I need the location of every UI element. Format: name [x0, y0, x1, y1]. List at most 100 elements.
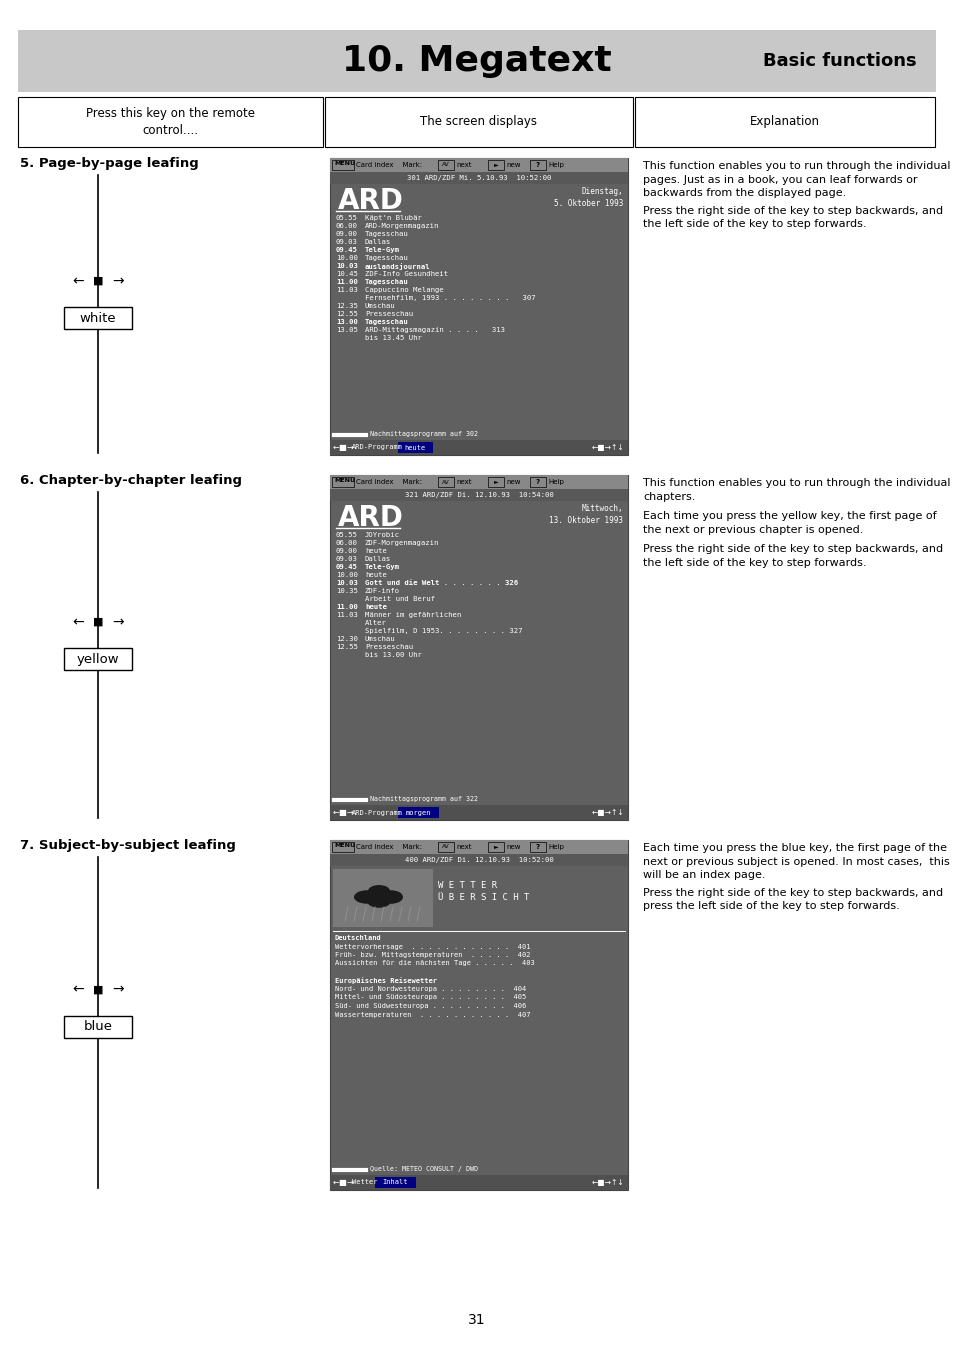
- Text: bis 13.00 Uhr: bis 13.00 Uhr: [365, 653, 421, 658]
- Bar: [330, 172, 627, 184]
- Text: heute: heute: [365, 604, 387, 611]
- Text: Nord- und Nordwesteuropa . . . . . . . .  404: Nord- und Nordwesteuropa . . . . . . . .…: [335, 986, 526, 992]
- Text: Help: Help: [547, 844, 563, 850]
- Text: Nachmittagsprogramm auf 302: Nachmittagsprogramm auf 302: [370, 431, 477, 436]
- Text: new: new: [505, 480, 520, 485]
- Text: Help: Help: [547, 162, 563, 168]
- Text: Wassertemperaturen  . . . . . . . . . . .  407: Wassertemperaturen . . . . . . . . . . .…: [335, 1012, 530, 1017]
- Text: Tagesschau: Tagesschau: [365, 255, 408, 261]
- Text: 7. Subject-by-subject leafing: 7. Subject-by-subject leafing: [20, 839, 235, 852]
- Text: 10.35: 10.35: [335, 588, 357, 594]
- Bar: [437, 159, 454, 170]
- Text: ►: ►: [493, 480, 497, 485]
- Text: W E T T E R: W E T T E R: [437, 881, 497, 890]
- Bar: [330, 158, 627, 455]
- Text: ARD: ARD: [337, 186, 403, 215]
- Text: Umschau: Umschau: [365, 636, 395, 642]
- Text: Früh- bzw. Mittagstemperaturen  . . . . .  402: Früh- bzw. Mittagstemperaturen . . . . .…: [335, 952, 530, 958]
- Text: 11.03: 11.03: [335, 612, 357, 617]
- Text: Explanation: Explanation: [749, 115, 820, 128]
- Bar: [333, 869, 433, 927]
- Text: 5. Page-by-page leafing: 5. Page-by-page leafing: [20, 157, 198, 170]
- Text: new: new: [505, 844, 520, 850]
- Bar: [332, 159, 354, 170]
- Text: ARD-Mittagsmagazin . . . .   313: ARD-Mittagsmagazin . . . . 313: [365, 327, 504, 332]
- Bar: [64, 307, 132, 330]
- Text: ZDF-Info Gesundheit: ZDF-Info Gesundheit: [365, 272, 448, 277]
- Text: 31: 31: [468, 1313, 485, 1327]
- Text: ←■→: ←■→: [333, 1178, 355, 1188]
- Bar: [330, 805, 627, 820]
- Text: ←: ←: [72, 274, 84, 288]
- Text: 12.55: 12.55: [335, 644, 357, 650]
- Bar: [488, 159, 503, 170]
- Text: blue: blue: [84, 1020, 112, 1034]
- Text: Mittel- und Südosteuropa . . . . . . . .  405: Mittel- und Südosteuropa . . . . . . . .…: [335, 994, 526, 1001]
- Bar: [530, 842, 545, 852]
- Text: 12.35: 12.35: [335, 303, 357, 309]
- Text: 09.03: 09.03: [335, 557, 357, 562]
- Text: Ü B E R S I C H T: Ü B E R S I C H T: [437, 893, 529, 902]
- Text: 06.00: 06.00: [335, 223, 357, 230]
- Text: →: →: [112, 982, 124, 997]
- Text: ARD-Programm: ARD-Programm: [352, 809, 402, 816]
- Bar: [330, 440, 627, 455]
- Text: 301 ARD/ZDF Mi. 5.10.93  10:52:00: 301 ARD/ZDF Mi. 5.10.93 10:52:00: [406, 176, 551, 181]
- Text: white: white: [80, 312, 116, 324]
- Text: ←: ←: [72, 615, 84, 630]
- Text: 09.00: 09.00: [335, 549, 357, 554]
- Text: 6. Chapter-by-chapter leafing: 6. Chapter-by-chapter leafing: [20, 474, 242, 486]
- Text: Inhalt: Inhalt: [382, 1179, 408, 1185]
- Text: ■: ■: [92, 617, 103, 627]
- Text: new: new: [505, 162, 520, 168]
- Text: Fernsehfilm, 1993 . . . . . . . .   307: Fernsehfilm, 1993 . . . . . . . . 307: [365, 295, 535, 301]
- Text: Tagesschau: Tagesschau: [365, 319, 408, 326]
- Text: 12.55: 12.55: [335, 311, 357, 317]
- Text: Arbeit und Beruf: Arbeit und Beruf: [365, 596, 435, 603]
- Text: Basic functions: Basic functions: [762, 51, 916, 70]
- Text: Süd- und Südwesteuropa . . . . . . . . .  406: Süd- und Südwesteuropa . . . . . . . . .…: [335, 1002, 526, 1009]
- Text: ►: ►: [493, 162, 497, 168]
- Text: 321 ARD/ZDF Di. 12.10.93  10:54:00: 321 ARD/ZDF Di. 12.10.93 10:54:00: [404, 492, 553, 499]
- Bar: [397, 442, 433, 453]
- Text: Käpt'n Blubär: Käpt'n Blubär: [365, 215, 421, 222]
- Text: Cappuccino Melange: Cappuccino Melange: [365, 286, 443, 293]
- Text: ►: ►: [493, 844, 497, 850]
- Text: Press the right side of the key to step backwards, and
the left side of the key : Press the right side of the key to step …: [642, 205, 943, 230]
- Bar: [530, 477, 545, 486]
- Text: Gott und die Welt . . . . . . . 326: Gott und die Welt . . . . . . . 326: [365, 580, 517, 586]
- Ellipse shape: [378, 890, 402, 904]
- Text: Tele-Gym: Tele-Gym: [365, 247, 399, 253]
- Text: 11.03: 11.03: [335, 286, 357, 293]
- Bar: [330, 1175, 627, 1190]
- Text: Help: Help: [547, 480, 563, 485]
- Text: ARD-Morgenmagazin: ARD-Morgenmagazin: [365, 223, 439, 230]
- Text: 11.00: 11.00: [335, 280, 357, 285]
- Text: heute: heute: [365, 549, 387, 554]
- Text: Card index    Mark:: Card index Mark:: [355, 844, 421, 850]
- Text: Mittwoch,
13. Oktober 1993: Mittwoch, 13. Oktober 1993: [548, 504, 622, 524]
- Text: MENU: MENU: [334, 161, 355, 166]
- Text: next: next: [456, 162, 471, 168]
- Text: →: →: [112, 615, 124, 630]
- Bar: [18, 97, 323, 147]
- Text: auslandsjournal: auslandsjournal: [365, 263, 430, 270]
- Text: 10.00: 10.00: [335, 571, 357, 578]
- Bar: [64, 648, 132, 670]
- Bar: [530, 159, 545, 170]
- Bar: [437, 477, 454, 486]
- Bar: [18, 30, 935, 92]
- Text: JOYrobic: JOYrobic: [365, 532, 399, 538]
- Text: ARD-Programm: ARD-Programm: [352, 444, 402, 450]
- Bar: [330, 476, 627, 489]
- Text: yellow: yellow: [76, 653, 119, 666]
- Text: Tele-Gym: Tele-Gym: [365, 563, 399, 570]
- Bar: [488, 842, 503, 852]
- Text: ■: ■: [92, 985, 103, 994]
- Text: 09.03: 09.03: [335, 239, 357, 245]
- Text: Spielfilm, D 1953. . . . . . . . 327: Spielfilm, D 1953. . . . . . . . 327: [365, 628, 522, 634]
- Text: Europäisches Reisewetter: Europäisches Reisewetter: [335, 978, 436, 985]
- Text: Each time you press the blue key, the first page of the
next or previous subject: Each time you press the blue key, the fi…: [642, 843, 949, 881]
- Text: 10.03: 10.03: [335, 580, 357, 586]
- Bar: [330, 854, 627, 866]
